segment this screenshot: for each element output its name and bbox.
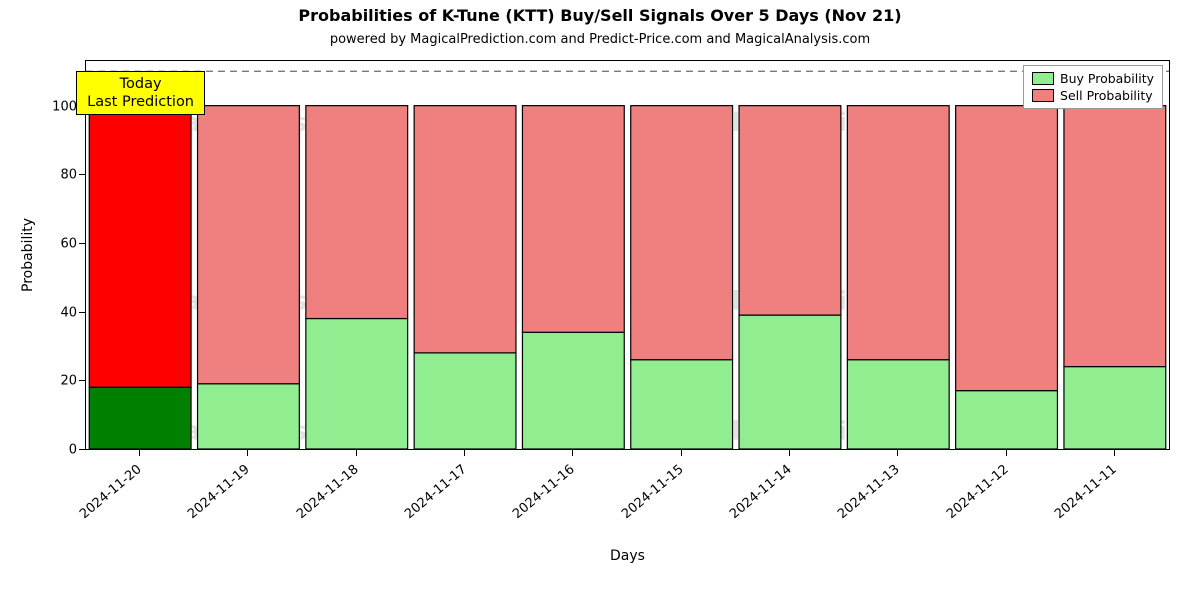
- x-tick-mark: [789, 450, 790, 456]
- chart-title: Probabilities of K-Tune (KTT) Buy/Sell S…: [0, 6, 1200, 25]
- x-tick-label: 2024-11-14: [727, 462, 795, 522]
- legend-row-buy: Buy Probability: [1032, 70, 1154, 87]
- x-tick-mark: [1114, 450, 1115, 456]
- x-tick-label: 2024-11-19: [186, 462, 254, 522]
- legend-row-sell: Sell Probability: [1032, 87, 1154, 104]
- x-tick-label: 2024-11-16: [510, 462, 578, 522]
- x-tick-mark: [681, 450, 682, 456]
- today-annotation-line2: Last Prediction: [87, 94, 194, 111]
- legend-label-buy: Buy Probability: [1060, 71, 1154, 86]
- y-axis-ticks: 020406080100: [0, 60, 85, 450]
- x-tick-mark: [139, 450, 140, 456]
- x-tick-label: 2024-11-20: [77, 462, 145, 522]
- today-annotation: Today Last Prediction: [76, 71, 205, 115]
- legend-swatch-sell: [1032, 89, 1054, 102]
- zero-ext-line-svg: [86, 61, 1169, 449]
- x-tick-mark: [897, 450, 898, 456]
- x-tick-label: 2024-11-12: [944, 462, 1012, 522]
- y-tick-label: 20: [60, 374, 77, 389]
- x-tick-mark: [356, 450, 357, 456]
- chart-container: Probabilities of K-Tune (KTT) Buy/Sell S…: [0, 0, 1200, 600]
- x-tick-label: 2024-11-18: [294, 462, 362, 522]
- x-tick-mark: [1006, 450, 1007, 456]
- y-tick-label: 0: [69, 443, 77, 458]
- y-tick-label: 40: [60, 305, 77, 320]
- chart-subtitle: powered by MagicalPrediction.com and Pre…: [0, 32, 1200, 47]
- plot-area: MagicalAnalysis.comMagicalAnalysis.comMa…: [85, 60, 1170, 450]
- x-tick-mark: [572, 450, 573, 456]
- legend-swatch-buy: [1032, 72, 1054, 85]
- y-tick-label: 60: [60, 236, 77, 251]
- legend: Buy Probability Sell Probability: [1023, 65, 1163, 109]
- legend-label-sell: Sell Probability: [1060, 88, 1153, 103]
- x-tick-label: 2024-11-13: [835, 462, 903, 522]
- x-tick-label: 2024-11-17: [402, 462, 470, 522]
- today-annotation-line1: Today: [87, 76, 194, 93]
- x-tick-mark: [247, 450, 248, 456]
- x-tick-mark: [464, 450, 465, 456]
- y-tick-label: 100: [52, 99, 77, 114]
- x-tick-label: 2024-11-11: [1052, 462, 1120, 522]
- x-tick-label: 2024-11-15: [619, 462, 687, 522]
- y-tick-label: 80: [60, 168, 77, 183]
- x-axis-label: Days: [85, 548, 1170, 564]
